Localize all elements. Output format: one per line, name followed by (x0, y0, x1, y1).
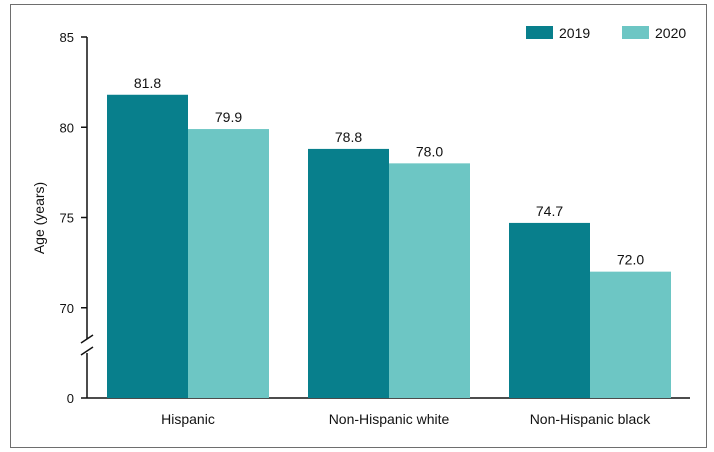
y-tick-label: 75 (60, 211, 74, 226)
axis-break-marker (80, 334, 94, 356)
data-label: 78.8 (335, 129, 362, 145)
data-label: 81.8 (134, 75, 161, 91)
data-label: 72.0 (617, 252, 644, 268)
legend-swatch-2019 (526, 26, 553, 39)
legend-label: 2019 (559, 25, 590, 41)
bar-2019 (107, 94, 188, 398)
bar-2019 (308, 148, 389, 398)
bar-2020 (590, 271, 671, 398)
axis-break-slash (80, 346, 94, 356)
axis-break-slash (80, 334, 94, 344)
legend: 2019 2020 (526, 25, 686, 41)
bars: 81.8 79.9 78.8 78.0 74.7 72.0 (107, 75, 671, 398)
x-category-label: Hispanic (161, 411, 215, 427)
bar-2020 (188, 129, 269, 398)
x-category-labels: Hispanic Non-Hispanic white Non-Hispanic b… (161, 411, 651, 427)
y-axis-title: Age (years) (31, 182, 47, 254)
y-tick-label: 85 (60, 30, 74, 45)
x-category-label: Non-Hispanic black (530, 411, 652, 427)
y-tick-label: 70 (60, 301, 74, 316)
legend-label: 2020 (655, 25, 686, 41)
y-ticks: 70 75 80 85 0 (60, 30, 87, 406)
x-category-label: Non-Hispanic white (329, 411, 450, 427)
bar-2019 (509, 222, 590, 398)
legend-swatch-2020 (622, 26, 649, 39)
data-label: 78.0 (416, 143, 443, 159)
data-label: 74.7 (536, 203, 563, 219)
y-axis: 70 75 80 85 0 (60, 30, 94, 406)
y-tick-label: 0 (67, 391, 74, 406)
y-tick-label: 80 (60, 120, 74, 135)
bar-2020 (389, 163, 470, 398)
data-label: 79.9 (215, 109, 242, 125)
